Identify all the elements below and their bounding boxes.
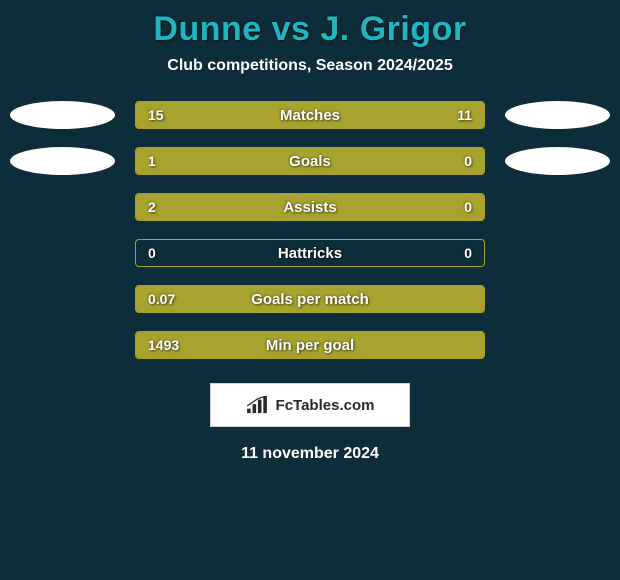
stat-value-right: 0: [464, 240, 472, 266]
stat-row: 1511Matches: [0, 101, 620, 129]
stat-row: 10Goals: [0, 147, 620, 175]
stat-row: 0.07Goals per match: [0, 285, 620, 313]
stat-bar-right-fill: [400, 194, 484, 220]
stat-bar-left-fill: [136, 102, 337, 128]
stat-bar: 0.07Goals per match: [135, 285, 485, 313]
player-avatar-left: [10, 147, 115, 175]
stat-value-left: 0: [148, 240, 156, 266]
stat-bar: 0 0Hattricks: [135, 239, 485, 267]
player-avatar-right: [505, 147, 610, 175]
stats-rows: 1511Matches 10Goals 20Assists 0 0Hattricks 0.…: [0, 101, 620, 377]
stat-bar-left-fill: [136, 148, 397, 174]
footer-date: 11 november 2024: [0, 427, 620, 463]
stat-bar: 1511Matches: [135, 101, 485, 129]
stat-bar: 1493Min per goal: [135, 331, 485, 359]
stat-row: 1493Min per goal: [0, 331, 620, 359]
player-avatar-right: [505, 101, 610, 129]
stat-bar: 20Assists: [135, 193, 485, 221]
stat-bar-left-fill: [136, 286, 484, 312]
stat-bar-left-fill: [136, 332, 484, 358]
stat-row: 0 0Hattricks: [0, 239, 620, 267]
brand-badge[interactable]: FcTables.com: [210, 383, 410, 427]
player-avatar-left: [10, 101, 115, 129]
stat-row: 20Assists: [0, 193, 620, 221]
comparison-card: Dunne vs J. Grigor Club competitions, Se…: [0, 0, 620, 580]
brand-icon: [246, 396, 268, 414]
brand-label: FcTables.com: [276, 397, 375, 414]
stat-label: Hattricks: [136, 240, 484, 266]
subtitle: Club competitions, Season 2024/2025: [0, 57, 620, 101]
stat-bar-right-fill: [337, 102, 484, 128]
stat-bar-right-fill: [397, 148, 484, 174]
stat-bar-left-fill: [136, 194, 400, 220]
stat-bar: 10Goals: [135, 147, 485, 175]
page-title: Dunne vs J. Grigor: [0, 0, 620, 57]
